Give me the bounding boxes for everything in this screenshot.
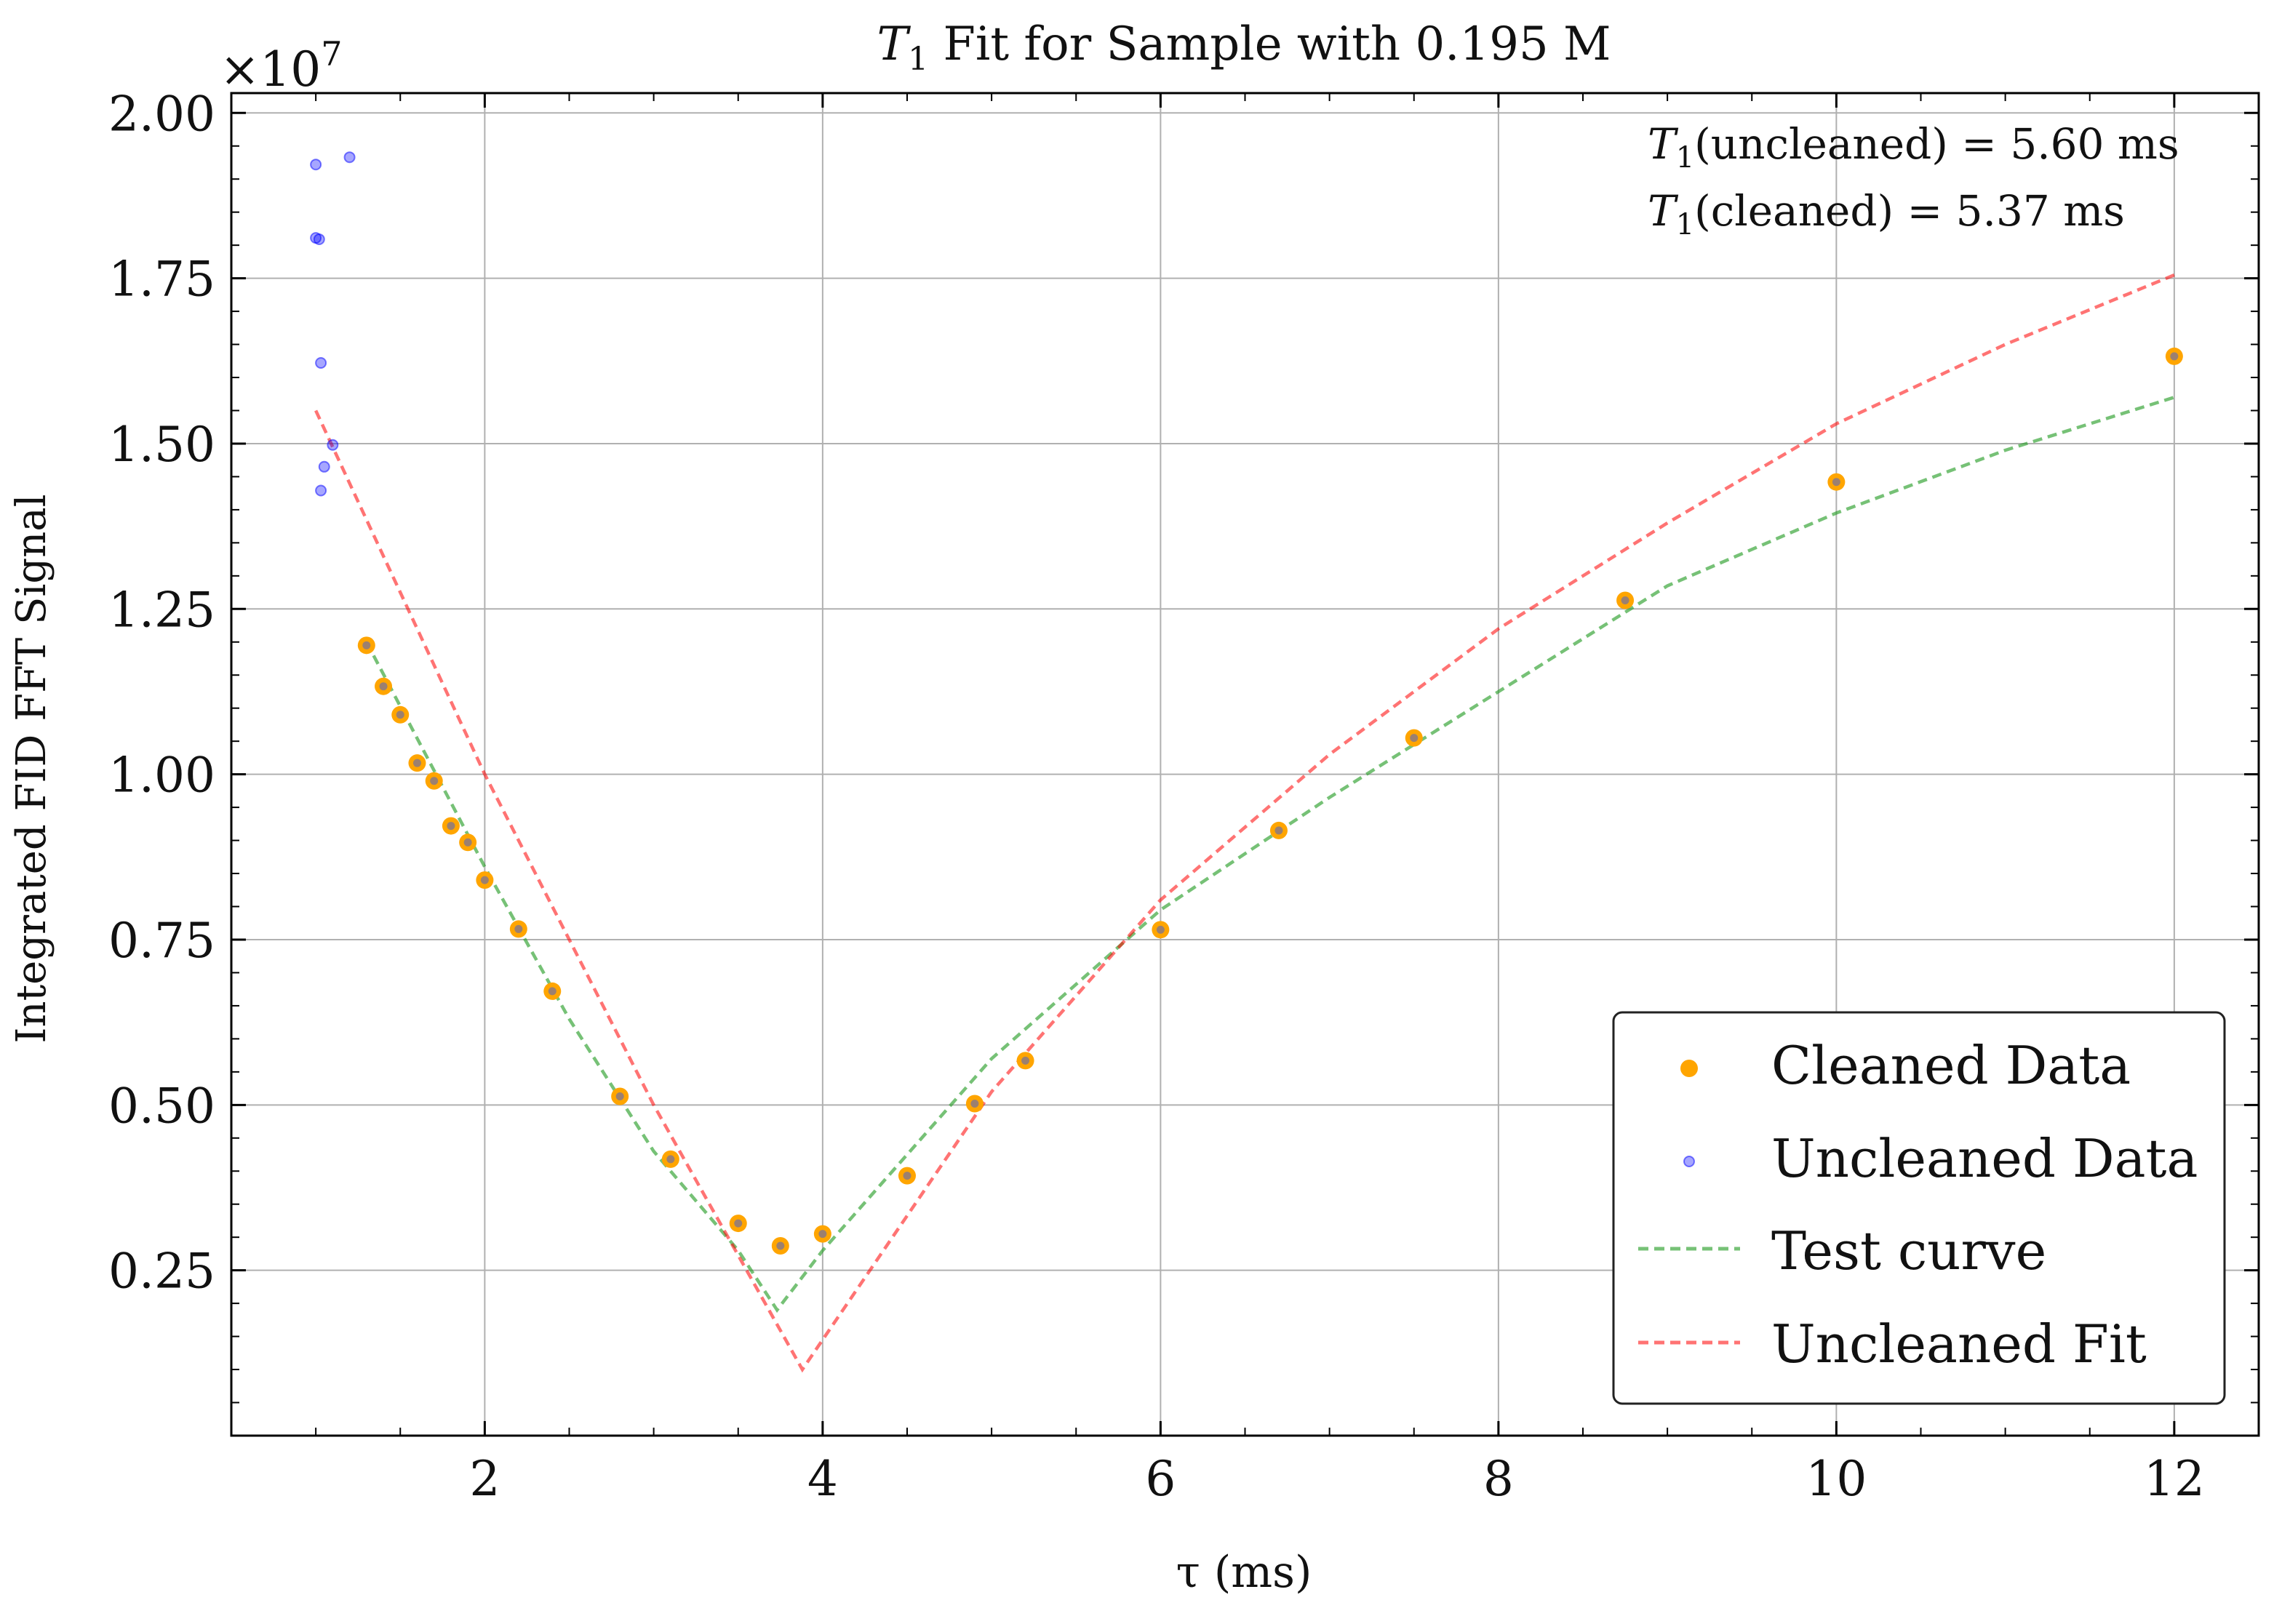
- tick-marks: [231, 93, 2259, 1436]
- series-lines: [314, 273, 2175, 1373]
- x-axis-label: τ (ms): [1176, 1547, 1312, 1598]
- legend-marker-cleaned: [1680, 1060, 1698, 1077]
- uncleaned-data-point: [318, 460, 330, 473]
- uncleaned-data-point: [315, 484, 327, 497]
- annotation-uncleaned: T1(uncleaned) = 5.60 ms: [1648, 119, 2179, 175]
- x-tick-label: 10: [1806, 1451, 1867, 1507]
- grid-lines: [231, 93, 2259, 1436]
- cleaned-data-point-overlay: [903, 1172, 911, 1180]
- legend-marker-uncleaned: [1683, 1156, 1695, 1167]
- cleaned-data-point-overlay: [447, 822, 455, 831]
- y-tick-label: 0.25: [108, 1244, 215, 1300]
- cleaned-data-point-overlay: [666, 1155, 675, 1164]
- uncleaned-data-point: [313, 233, 325, 245]
- cleaned-data-point-overlay: [362, 641, 371, 649]
- x-tick-label: 6: [1145, 1451, 1176, 1507]
- cleaned-data-point-overlay: [1156, 925, 1165, 934]
- cleaned-data-point-overlay: [463, 838, 472, 847]
- cleaned-data-point-overlay: [548, 987, 556, 996]
- y-axis-label: Integrated FID FFT Signal: [8, 494, 55, 1043]
- uncleaned-fit-line: [314, 273, 2175, 1373]
- y-offset-label: ×107: [220, 34, 343, 97]
- cleaned-data-point-overlay: [412, 759, 421, 767]
- y-tick-label: 0.75: [108, 913, 215, 969]
- legend-label-uncleaned: Uncleaned Data: [1771, 1128, 2198, 1189]
- legend-label-fit: Uncleaned Fit: [1771, 1313, 2147, 1375]
- cleaned-data-point-overlay: [615, 1092, 624, 1100]
- cleaned-data-point-overlay: [480, 876, 489, 884]
- y-offset-exponent: 7: [321, 34, 342, 73]
- legend: Cleaned Data Uncleaned Data Test curve U…: [1612, 1011, 2226, 1405]
- tick-labels: 2 4 6 8 10 12 0.25 0.50 0.75 1.00 1.25 1.50 1.75 2.00: [108, 86, 2205, 1507]
- cleaned-data-point-overlay: [1274, 826, 1283, 835]
- cleaned-data-point-overlay: [514, 924, 523, 933]
- x-tick-label: 2: [469, 1451, 500, 1507]
- y-tick-label: 1.50: [108, 417, 215, 473]
- y-tick-label: 2.00: [108, 86, 215, 142]
- cleaned-data-point-overlay: [1021, 1056, 1030, 1065]
- cleaned-data-point-overlay: [1621, 596, 1629, 604]
- cleaned-data-point-overlay: [2170, 352, 2179, 361]
- uncleaned-data-point: [327, 439, 339, 451]
- cleaned-data-point-overlay: [1410, 734, 1419, 743]
- test-curve-line: [364, 396, 2175, 1313]
- chart-title: T1 Fit for Sample with 0.195 M: [877, 17, 1611, 78]
- cleaned-data-point-overlay: [970, 1100, 979, 1108]
- x-tick-label: 8: [1483, 1451, 1514, 1507]
- title-rest: Fit for Sample with 0.195 M: [928, 17, 1611, 71]
- legend-label-test: Test curve: [1771, 1220, 2046, 1281]
- ann-uncleaned-sub: 1: [1676, 141, 1694, 175]
- uncleaned-data-point: [310, 159, 322, 171]
- title-symbol: T: [877, 17, 911, 71]
- y-tick-label: 1.25: [108, 582, 215, 638]
- ann-cleaned-symbol: T: [1648, 186, 1679, 236]
- y-tick-label: 1.75: [108, 252, 215, 308]
- ann-cleaned-text: (cleaned) = 5.37 ms: [1694, 186, 2125, 236]
- legend-box: [1612, 1011, 2226, 1405]
- plot-frame: [230, 92, 2260, 1437]
- y-tick-label: 1.00: [108, 748, 215, 804]
- x-tick-label: 12: [2144, 1451, 2205, 1507]
- series-points: [310, 151, 2183, 1255]
- cleaned-data-point-overlay: [734, 1219, 743, 1228]
- title-subscript: 1: [908, 41, 928, 78]
- ann-uncleaned-symbol: T: [1648, 119, 1679, 169]
- cleaned-data-point-overlay: [379, 682, 388, 691]
- cleaned-data-point-overlay: [430, 777, 439, 785]
- cleaned-data-point-overlay: [818, 1230, 827, 1239]
- annotation-cleaned: T1(cleaned) = 5.37 ms: [1648, 186, 2125, 241]
- y-offset-text: ×10: [220, 41, 321, 97]
- uncleaned-data-point: [343, 151, 356, 164]
- x-tick-label: 4: [807, 1451, 838, 1507]
- cleaned-data-point-overlay: [776, 1241, 785, 1250]
- cleaned-data-point-overlay: [396, 711, 404, 719]
- legend-label-cleaned: Cleaned Data: [1771, 1035, 2131, 1096]
- y-tick-label: 0.50: [108, 1078, 215, 1134]
- cleaned-data-point-overlay: [1832, 478, 1840, 487]
- ann-uncleaned-text: (uncleaned) = 5.60 ms: [1694, 119, 2179, 169]
- uncleaned-data-point: [315, 357, 327, 369]
- ann-cleaned-sub: 1: [1676, 208, 1694, 241]
